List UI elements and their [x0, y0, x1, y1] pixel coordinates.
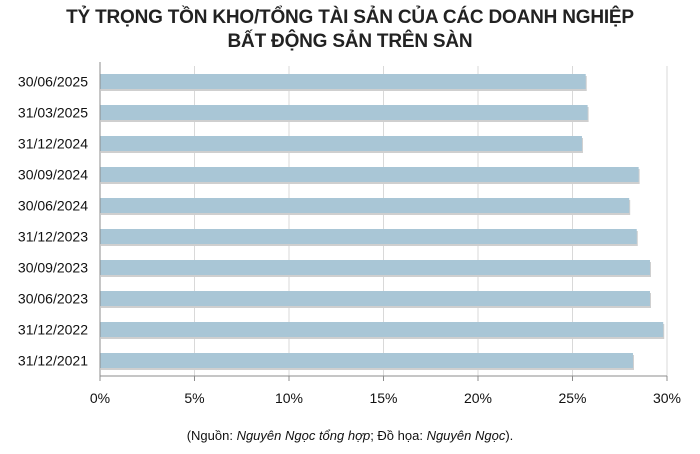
source-middle: ; Đồ họa:: [370, 428, 427, 443]
bar: [100, 291, 650, 306]
category-label: 31/12/2022: [18, 322, 88, 338]
bar: [100, 260, 650, 275]
bar: [100, 167, 639, 182]
source-prefix: (Nguồn:: [186, 428, 237, 443]
chart-title-line-2: BẤT ĐỘNG SẢN TRÊN SÀN: [227, 31, 473, 52]
x-tick-label: 0%: [90, 390, 110, 406]
category-label: 30/09/2024: [18, 167, 88, 183]
x-tick-label: 30%: [653, 390, 681, 406]
designer-name: Nguyên Ngọc: [426, 428, 506, 443]
x-tick-label: 20%: [464, 390, 492, 406]
source-suffix: ).: [505, 428, 514, 443]
source-note: (Nguồn: Nguyên Ngọc tổng hợp; Đồ họa: Ng…: [0, 428, 700, 443]
chart-title-line-1: TỶ TRỌNG TỒN KHO/TỔNG TÀI SẢN CỦA CÁC DO…: [66, 7, 634, 28]
x-tick-label: 15%: [369, 390, 397, 406]
bar: [100, 322, 664, 337]
x-tick-label: 10%: [275, 390, 303, 406]
category-label: 31/12/2021: [18, 353, 88, 369]
chart-title: TỶ TRỌNG TỒN KHO/TỔNG TÀI SẢN CỦA CÁC DO…: [0, 6, 700, 54]
category-label: 31/03/2025: [18, 105, 88, 121]
category-label: 31/12/2024: [18, 136, 88, 152]
bar: [100, 74, 586, 89]
bar: [100, 105, 588, 120]
category-label: 30/06/2024: [18, 198, 88, 214]
bar: [100, 198, 630, 213]
category-label: 30/09/2023: [18, 260, 88, 276]
x-tick-label: 5%: [184, 390, 204, 406]
category-label: 31/12/2023: [18, 229, 88, 245]
x-tick-label: 25%: [558, 390, 586, 406]
bar: [100, 136, 582, 151]
bar: [100, 229, 637, 244]
bar: [100, 353, 633, 368]
category-label: 30/06/2023: [18, 291, 88, 307]
source-name: Nguyên Ngọc tổng hợp: [236, 428, 371, 443]
category-label: 30/06/2025: [18, 74, 88, 90]
